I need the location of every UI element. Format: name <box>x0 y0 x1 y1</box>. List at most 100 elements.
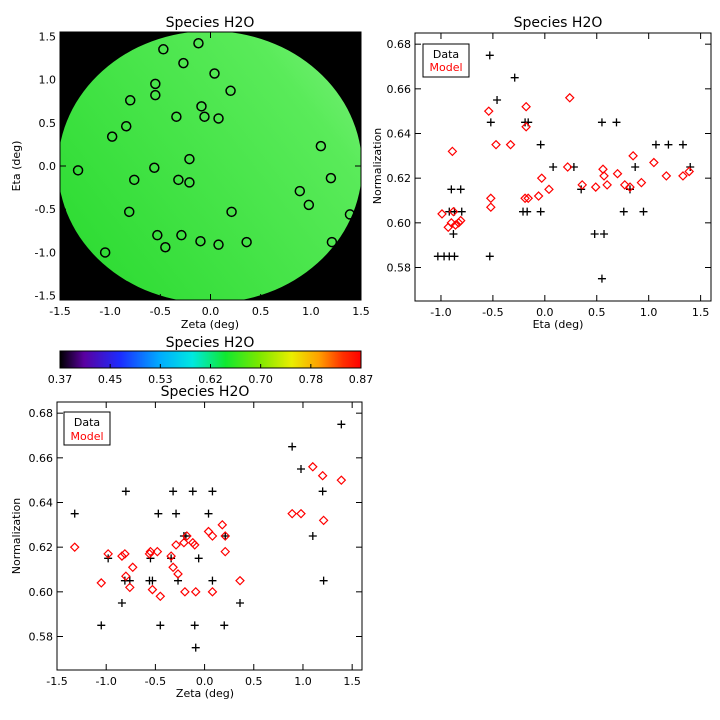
eta-ytick-label: 0.58 <box>387 262 412 275</box>
panel-zeta-scatter: Species H2O -1.5 -1.0 -0.5 0.0 0.5 1.0 1.5 0.68… <box>10 384 363 700</box>
heatmap-point <box>150 89 161 101</box>
eta-data-point <box>600 230 609 238</box>
zeta-model-point <box>147 584 158 595</box>
eta-data-point <box>447 185 456 194</box>
zeta-model-point <box>121 571 131 582</box>
eta-xtick-label: 0.5 <box>588 306 606 319</box>
heatmap-point <box>184 177 195 188</box>
zeta-model-point <box>145 546 156 557</box>
eta-model-point <box>521 101 531 112</box>
heatmap-point <box>326 236 338 248</box>
heatmap-point <box>196 101 207 112</box>
eta-model-point <box>483 106 494 117</box>
eta-data-point <box>536 140 545 149</box>
eta-model-point <box>590 182 601 192</box>
heatmap-point <box>158 44 169 55</box>
heatmap-ytick-label: 1.5 <box>39 30 57 43</box>
zeta-data-point <box>194 554 203 563</box>
heatmap-point <box>226 206 237 218</box>
eta-data-point <box>510 73 519 82</box>
eta-model-point <box>450 220 461 230</box>
heatmap-ytick-label: 0.5 <box>39 117 57 130</box>
zeta-model-point <box>117 551 127 561</box>
eta-model-point <box>612 168 623 179</box>
colorbar-ticks: 0.37 0.45 0.53 0.62 0.70 0.78 0.87 <box>48 364 374 386</box>
heatmap-point <box>123 206 135 218</box>
zeta-model-point <box>180 586 190 597</box>
eta-model-point <box>520 193 530 204</box>
zeta-data-point <box>319 576 328 585</box>
zeta-model-point <box>220 546 231 557</box>
zeta-model-point <box>69 542 80 553</box>
eta-axes: -1.0 -0.5 0.0 0.5 1.0 1.5 0.68 0.66 0.64 0.62 0.60… <box>387 33 711 319</box>
heatmap-xtick-label: -0.5 <box>150 305 171 318</box>
eta-data-point <box>590 230 599 238</box>
eta-model-point <box>599 171 609 181</box>
eta-model-point <box>446 217 457 228</box>
zeta-legend: Data Model <box>63 411 111 446</box>
zeta-model-point <box>124 582 135 593</box>
eta-marks <box>433 51 695 283</box>
zeta-model-point <box>171 540 181 550</box>
zeta-xtick-label: -0.5 <box>145 675 166 688</box>
eta-data-point <box>686 163 695 171</box>
heatmap-xtick-label: 0.5 <box>252 305 270 318</box>
zeta-model-point <box>296 508 306 519</box>
colorbar-tick-label: 0.87 <box>349 373 374 386</box>
zeta-data-point <box>208 487 217 496</box>
colorbar-tick-label: 0.70 <box>248 373 273 386</box>
heatmap-point <box>294 185 306 197</box>
zeta-ytick-label: 0.68 <box>29 407 54 420</box>
eta-data-point <box>651 140 660 149</box>
zeta-data-point <box>121 487 130 496</box>
zeta-data-point <box>154 509 163 518</box>
zeta-ytick-label: 0.58 <box>29 631 54 644</box>
zeta-ytick-label: 0.64 <box>29 497 54 510</box>
eta-data-point <box>457 207 466 216</box>
zeta-model-point <box>189 540 200 550</box>
eta-model-point <box>536 173 547 184</box>
zeta-data-point <box>318 487 327 496</box>
zeta-model-point <box>336 475 347 486</box>
heatmap-point <box>315 140 327 152</box>
eta-legend-box <box>422 43 470 78</box>
eta-title: Species H2O <box>514 15 603 31</box>
eta-xtick-label: -0.5 <box>482 306 503 319</box>
zeta-data-point <box>97 621 106 630</box>
eta-model-point <box>521 121 531 132</box>
eta-data-point <box>625 185 634 194</box>
zeta-xtick-label: 0.5 <box>245 675 263 688</box>
heatmap-ytick-label: 1.0 <box>39 74 57 87</box>
heatmap-ytick-label: 0.0 <box>39 160 57 173</box>
zeta-data-point <box>148 576 157 585</box>
zeta-data-point <box>117 599 126 607</box>
eta-data-point <box>449 230 458 238</box>
colorbar-tick-label: 0.53 <box>148 373 173 386</box>
zeta-ytick-label: 0.66 <box>29 452 54 465</box>
eta-data-point <box>485 51 494 60</box>
zeta-marks <box>69 420 347 652</box>
zeta-data-point <box>70 509 79 518</box>
zeta-data-point <box>156 621 165 630</box>
eta-legend-data: Data <box>433 48 459 61</box>
eta-model-point <box>448 206 459 217</box>
eta-model-point <box>649 157 659 168</box>
zeta-data-point <box>190 621 199 630</box>
zeta-model-point <box>235 575 245 586</box>
zeta-model-point <box>96 578 107 588</box>
zeta-model-point <box>103 549 114 559</box>
heatmap-point <box>209 68 220 79</box>
zeta-axes: -1.5 -1.0 -0.5 0.0 0.5 1.0 1.5 0.68 0.66 0.64 0.62… <box>29 402 362 688</box>
zeta-model-point <box>168 562 178 573</box>
eta-model-point <box>447 146 458 157</box>
eta-data-point <box>631 163 640 171</box>
eta-model-point <box>562 162 573 172</box>
zeta-legend-model: Model <box>70 430 103 443</box>
heatmap-point <box>124 95 136 106</box>
heatmap-xtick-label: -1.5 <box>49 305 70 318</box>
panel-eta-scatter: Species H2O -1.0 -0.5 0.0 0.5 1.0 1.5 0.68 0.66… <box>371 15 712 331</box>
eta-data-point <box>486 118 495 127</box>
eta-model-point <box>505 139 516 150</box>
